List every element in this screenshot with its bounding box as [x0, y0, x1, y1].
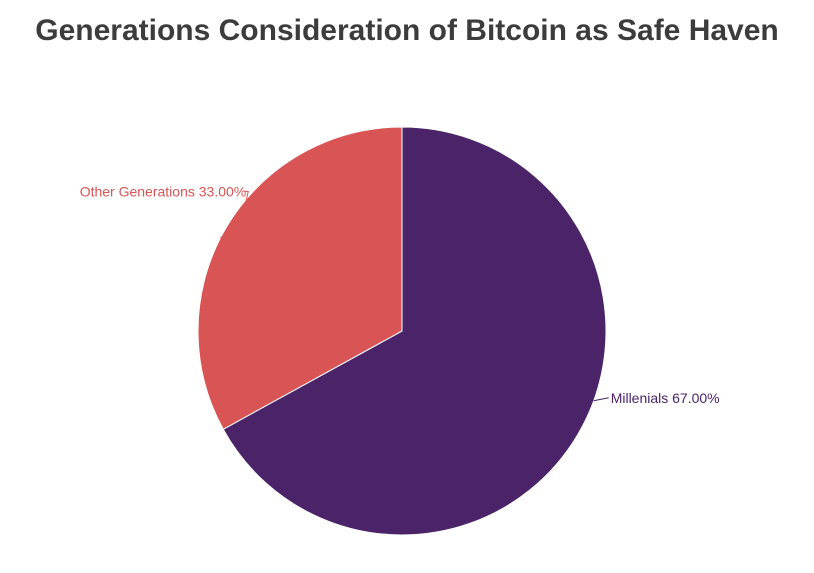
pie-slice-millenials: [222, 126, 607, 536]
leader-line-millenials: [593, 397, 609, 402]
data-label-other-generations: Other Generations 33.00%: [80, 183, 247, 199]
pie-slice-other-generations: [197, 126, 403, 430]
chart-title: Generations Consideration of Bitcoin as …: [35, 14, 779, 47]
leader-line-other-generations: [219, 190, 249, 239]
data-label-millenials: Millenials 67.00%: [611, 390, 720, 406]
